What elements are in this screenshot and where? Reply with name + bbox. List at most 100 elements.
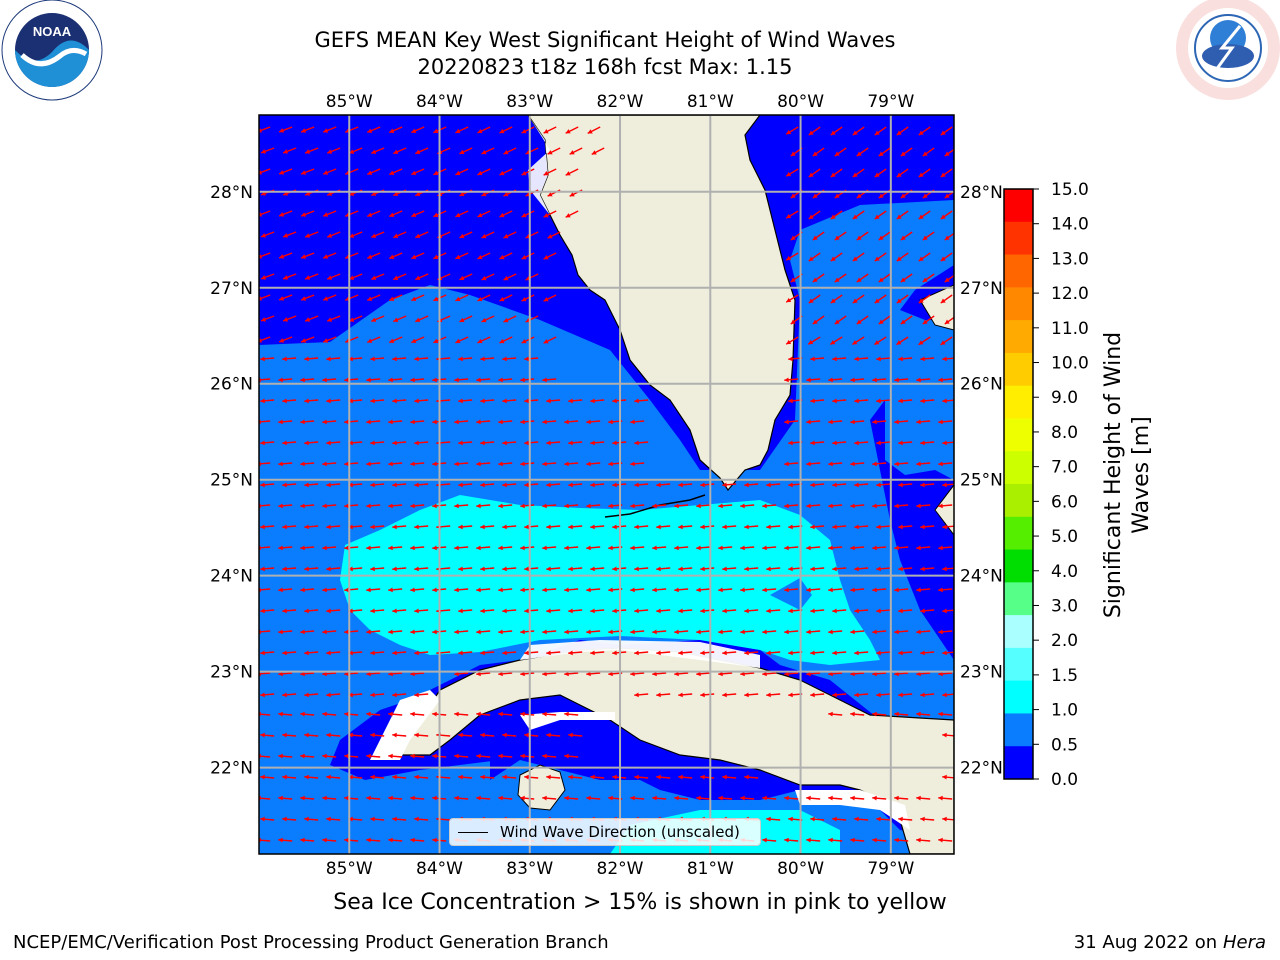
wave-arrow-head	[415, 233, 421, 239]
wave-arrow-head	[832, 650, 837, 656]
wave-arrow-head	[718, 503, 723, 509]
lon-tick-label: 81°W	[687, 859, 734, 879]
wave-arrow-head	[455, 128, 461, 134]
wave-arrow-head	[327, 233, 333, 238]
wave-arrow-head	[411, 128, 417, 134]
wave-arrow-head	[414, 524, 419, 530]
wave-arrow-head	[872, 711, 877, 717]
wave-arrow-head	[300, 377, 305, 383]
wave-arrow-head	[367, 170, 373, 175]
wave-arrow-head	[458, 650, 463, 656]
wave-arrow-head	[896, 340, 902, 345]
wave-arrow	[259, 672, 271, 675]
wave-arrow-head	[282, 440, 287, 446]
wave-arrow-head	[367, 338, 373, 343]
wave-arrow-head	[278, 461, 283, 467]
wave-arrow-head	[942, 398, 947, 404]
wave-arrow-head	[433, 212, 439, 218]
wave-arrow-head	[542, 795, 547, 801]
wave-arrow-head	[876, 608, 881, 614]
wave-arrow-head	[762, 545, 767, 551]
wave-arrow-head	[279, 296, 285, 301]
lat-tick-label: 27°N	[960, 279, 1003, 299]
wave-arrow-head	[696, 503, 701, 509]
wave-arrow-head	[458, 524, 463, 530]
wave-arrow-head	[788, 650, 793, 656]
wave-arrow-head	[630, 629, 635, 635]
wave-arrow-head	[590, 566, 595, 572]
colorbar-segment	[1004, 713, 1033, 747]
wave-arrow-head	[874, 256, 880, 262]
wave-arrow-head	[455, 338, 461, 344]
wave-arrow-head	[524, 440, 529, 446]
wave-arrow-head	[920, 524, 925, 530]
wave-arrow-head	[260, 440, 265, 446]
wave-arrow-head	[678, 650, 683, 656]
wave-arrow-head	[414, 692, 419, 698]
wave-arrow-head	[410, 545, 415, 551]
wave-arrow-head	[392, 524, 397, 530]
wave-arrow-head	[872, 503, 877, 509]
wave-arrow-head	[370, 566, 375, 572]
wave-arrow	[259, 839, 271, 842]
wave-arrow-head	[499, 338, 505, 344]
wave-arrow-head	[922, 193, 928, 199]
wave-arrow-head	[940, 298, 946, 304]
wave-arrow-head	[634, 692, 639, 698]
wave-arrow-head	[546, 608, 551, 614]
wave-arrow-head	[898, 440, 903, 446]
wave-arrow-head	[740, 545, 745, 551]
wave-arrow-head	[942, 356, 947, 362]
wave-arrow-head	[938, 711, 943, 717]
wave-arrow-head	[878, 277, 884, 283]
lon-tick-label: 83°W	[506, 859, 553, 879]
wave-arrow-head	[766, 524, 771, 530]
wave-arrow-head	[916, 837, 921, 843]
wave-arrow-head	[348, 566, 353, 572]
wave-arrow-head	[569, 192, 575, 197]
wave-arrow-head	[608, 795, 613, 801]
wave-arrow-head	[766, 692, 771, 698]
wave-arrow-head	[433, 170, 439, 176]
wave-arrow-head	[786, 129, 792, 135]
wave-arrow-head	[634, 440, 639, 446]
wave-arrow-head	[304, 440, 309, 446]
wave-arrow-head	[944, 235, 950, 241]
wave-arrow-head	[940, 214, 946, 220]
wave-arrow-head	[389, 338, 395, 343]
lat-tick-label: 27°N	[210, 279, 253, 299]
wave-arrow-head	[502, 440, 507, 446]
wave-arrow-head	[832, 356, 837, 362]
wave-arrow-head	[371, 191, 377, 196]
wave-arrow-head	[944, 151, 950, 157]
wave-arrow-head	[392, 732, 397, 738]
wave-arrow-head	[278, 837, 283, 843]
wave-arrow-head	[524, 482, 529, 488]
wave-arrow-head	[656, 608, 661, 614]
wave-arrow-head	[477, 296, 483, 302]
wave-arrow-head	[744, 608, 749, 614]
wave-arrow-head	[832, 566, 837, 572]
wave-arrow-head	[367, 212, 373, 217]
wave-arrow-head	[718, 587, 723, 593]
wave-arrow-head	[304, 482, 309, 488]
wave-arrow-head	[370, 440, 375, 446]
wave-arrow-head	[586, 503, 591, 509]
wave-arrow-head	[920, 608, 925, 614]
wave-arrow-head	[790, 235, 796, 241]
wave-arrow-head	[454, 795, 459, 801]
wave-arrow-head	[432, 629, 437, 635]
lat-tick-label: 23°N	[960, 663, 1003, 683]
wave-arrow-head	[282, 650, 287, 656]
wave-arrow-head	[894, 461, 899, 467]
wave-arrow-head	[414, 608, 419, 614]
wave-arrow-head	[415, 149, 421, 155]
wave-arrow-head	[590, 398, 595, 404]
lon-tick-label: 79°W	[867, 859, 914, 879]
wave-arrow-head	[300, 587, 305, 593]
wave-arrow-head	[630, 503, 635, 509]
wave-arrow-head	[790, 277, 796, 283]
wave-arrow-head	[806, 545, 811, 551]
wave-arrow-head	[326, 524, 331, 530]
wave-arrow-head	[278, 377, 283, 383]
